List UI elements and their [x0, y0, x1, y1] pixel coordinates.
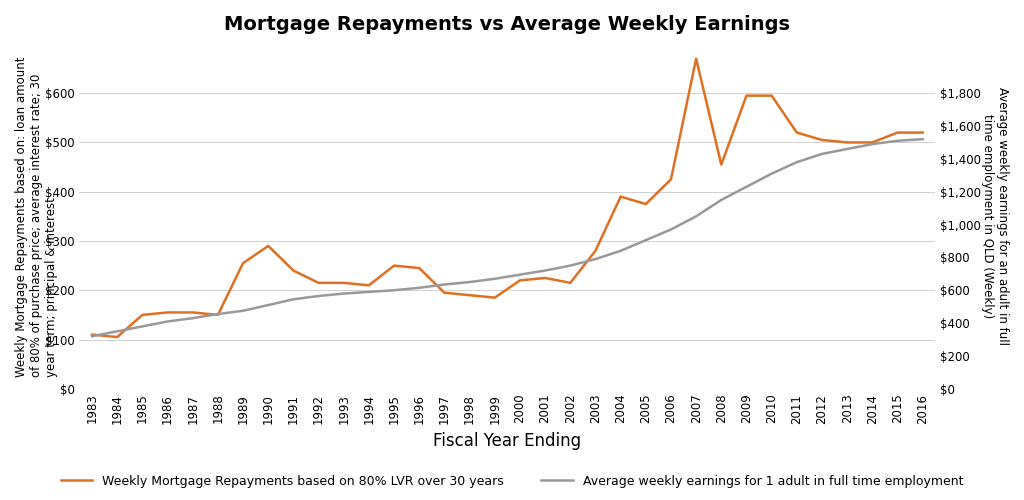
X-axis label: Fiscal Year Ending: Fiscal Year Ending — [433, 432, 582, 450]
Average weekly earnings for 1 adult in full time employment — [640, 237, 652, 243]
Average weekly earnings for 1 adult in full time employment — [488, 276, 501, 282]
Weekly Mortgage Repayments based on 80% LVR over 30 years — [564, 280, 577, 286]
Average weekly earnings for 1 adult in full time employment — [866, 141, 879, 147]
Average weekly earnings for 1 adult in full time employment — [413, 285, 425, 291]
Weekly Mortgage Repayments based on 80% LVR over 30 years — [186, 310, 199, 316]
Average weekly earnings for 1 adult in full time employment — [237, 308, 249, 314]
Title: Mortgage Repayments vs Average Weekly Earnings: Mortgage Repayments vs Average Weekly Ea… — [224, 15, 791, 34]
Weekly Mortgage Repayments based on 80% LVR over 30 years — [212, 312, 224, 318]
Weekly Mortgage Repayments based on 80% LVR over 30 years — [312, 280, 325, 286]
Average weekly earnings for 1 adult in full time employment — [111, 328, 123, 334]
Weekly Mortgage Repayments based on 80% LVR over 30 years — [111, 334, 123, 340]
Average weekly earnings for 1 adult in full time employment — [791, 159, 803, 165]
Weekly Mortgage Repayments based on 80% LVR over 30 years — [539, 275, 551, 281]
Weekly Mortgage Repayments based on 80% LVR over 30 years — [86, 332, 98, 338]
Weekly Mortgage Repayments based on 80% LVR over 30 years — [740, 92, 753, 98]
Weekly Mortgage Repayments based on 80% LVR over 30 years — [162, 310, 174, 316]
Average weekly earnings for 1 adult in full time employment — [564, 262, 577, 268]
Weekly Mortgage Repayments based on 80% LVR over 30 years — [766, 92, 778, 98]
Average weekly earnings for 1 adult in full time employment — [891, 138, 903, 144]
Weekly Mortgage Repayments based on 80% LVR over 30 years — [488, 294, 501, 300]
Weekly Mortgage Repayments based on 80% LVR over 30 years — [136, 312, 148, 318]
Average weekly earnings for 1 adult in full time employment — [86, 333, 98, 339]
Average weekly earnings for 1 adult in full time employment — [464, 279, 476, 285]
Average weekly earnings for 1 adult in full time employment — [362, 289, 375, 295]
Weekly Mortgage Repayments based on 80% LVR over 30 years — [514, 278, 526, 283]
Average weekly earnings for 1 adult in full time employment — [690, 214, 702, 220]
Weekly Mortgage Repayments based on 80% LVR over 30 years — [388, 262, 400, 268]
Average weekly earnings for 1 adult in full time employment — [589, 256, 601, 262]
Weekly Mortgage Repayments based on 80% LVR over 30 years — [891, 130, 903, 136]
Line: Average weekly earnings for 1 adult in full time employment: Average weekly earnings for 1 adult in f… — [92, 139, 923, 336]
Average weekly earnings for 1 adult in full time employment — [162, 318, 174, 324]
Average weekly earnings for 1 adult in full time employment — [816, 151, 828, 157]
Average weekly earnings for 1 adult in full time employment — [740, 184, 753, 190]
Weekly Mortgage Repayments based on 80% LVR over 30 years — [841, 140, 853, 145]
Weekly Mortgage Repayments based on 80% LVR over 30 years — [665, 176, 677, 182]
Y-axis label: Average weekly earnings for an adult in full
time employment in QLD (Weekly): Average weekly earnings for an adult in … — [981, 88, 1009, 346]
Average weekly earnings for 1 adult in full time employment — [514, 272, 526, 278]
Weekly Mortgage Repayments based on 80% LVR over 30 years — [816, 137, 828, 143]
Weekly Mortgage Repayments based on 80% LVR over 30 years — [640, 201, 652, 207]
Average weekly earnings for 1 adult in full time employment — [338, 290, 350, 296]
Average weekly earnings for 1 adult in full time employment — [136, 324, 148, 330]
Average weekly earnings for 1 adult in full time employment — [916, 136, 929, 142]
Weekly Mortgage Repayments based on 80% LVR over 30 years — [690, 56, 702, 62]
Weekly Mortgage Repayments based on 80% LVR over 30 years — [288, 268, 300, 274]
Weekly Mortgage Repayments based on 80% LVR over 30 years — [791, 130, 803, 136]
Average weekly earnings for 1 adult in full time employment — [438, 282, 451, 288]
Weekly Mortgage Repayments based on 80% LVR over 30 years — [715, 162, 727, 168]
Average weekly earnings for 1 adult in full time employment — [715, 197, 727, 203]
Average weekly earnings for 1 adult in full time employment — [312, 293, 325, 299]
Weekly Mortgage Repayments based on 80% LVR over 30 years — [338, 280, 350, 286]
Average weekly earnings for 1 adult in full time employment — [539, 268, 551, 274]
Line: Weekly Mortgage Repayments based on 80% LVR over 30 years: Weekly Mortgage Repayments based on 80% … — [92, 58, 923, 337]
Average weekly earnings for 1 adult in full time employment — [766, 170, 778, 176]
Y-axis label: Weekly Mortgage Repayments based on: loan amount
of 80% of purchase price; avera: Weekly Mortgage Repayments based on: loa… — [15, 56, 58, 376]
Weekly Mortgage Repayments based on 80% LVR over 30 years — [464, 292, 476, 298]
Average weekly earnings for 1 adult in full time employment — [212, 311, 224, 317]
Average weekly earnings for 1 adult in full time employment — [388, 288, 400, 294]
Weekly Mortgage Repayments based on 80% LVR over 30 years — [413, 265, 425, 271]
Weekly Mortgage Repayments based on 80% LVR over 30 years — [866, 140, 879, 145]
Weekly Mortgage Repayments based on 80% LVR over 30 years — [916, 130, 929, 136]
Average weekly earnings for 1 adult in full time employment — [665, 226, 677, 232]
Weekly Mortgage Repayments based on 80% LVR over 30 years — [438, 290, 451, 296]
Weekly Mortgage Repayments based on 80% LVR over 30 years — [362, 282, 375, 288]
Average weekly earnings for 1 adult in full time employment — [614, 248, 627, 254]
Weekly Mortgage Repayments based on 80% LVR over 30 years — [589, 248, 601, 254]
Average weekly earnings for 1 adult in full time employment — [262, 302, 274, 308]
Legend: Weekly Mortgage Repayments based on 80% LVR over 30 years, Average weekly earnin: Weekly Mortgage Repayments based on 80% … — [54, 468, 970, 494]
Average weekly earnings for 1 adult in full time employment — [186, 315, 199, 321]
Weekly Mortgage Repayments based on 80% LVR over 30 years — [237, 260, 249, 266]
Average weekly earnings for 1 adult in full time employment — [841, 146, 853, 152]
Average weekly earnings for 1 adult in full time employment — [288, 296, 300, 302]
Weekly Mortgage Repayments based on 80% LVR over 30 years — [262, 243, 274, 249]
Weekly Mortgage Repayments based on 80% LVR over 30 years — [614, 194, 627, 200]
